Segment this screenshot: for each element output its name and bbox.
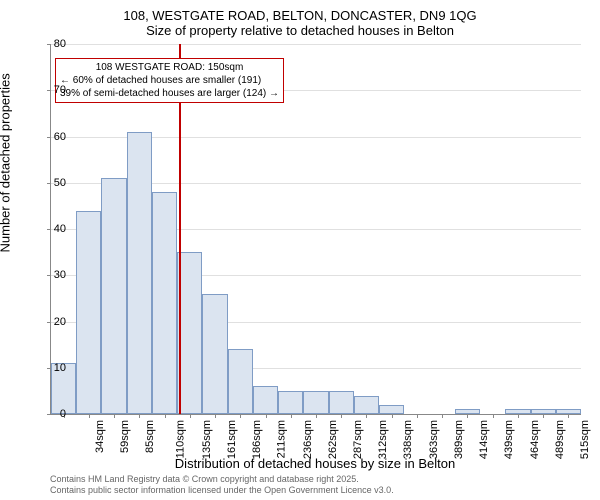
histogram-bar bbox=[177, 252, 202, 414]
x-tick-label: 363sqm bbox=[428, 420, 440, 459]
y-tick-label: 20 bbox=[26, 316, 66, 328]
annotation-box: 108 WESTGATE ROAD: 150sqm← 60% of detach… bbox=[55, 58, 284, 103]
chart-container: 108, WESTGATE ROAD, BELTON, DONCASTER, D… bbox=[0, 0, 600, 500]
x-tick-mark bbox=[114, 414, 115, 418]
y-tick-label: 50 bbox=[26, 177, 66, 189]
x-tick-mark bbox=[467, 414, 468, 418]
annotation-line-1: 108 WESTGATE ROAD: 150sqm bbox=[60, 61, 279, 74]
x-tick-label: 85sqm bbox=[144, 420, 156, 453]
y-tick-label: 0 bbox=[26, 408, 66, 420]
y-tick-label: 40 bbox=[26, 223, 66, 235]
x-tick-mark bbox=[89, 414, 90, 418]
y-tick-label: 10 bbox=[26, 362, 66, 374]
x-tick-mark bbox=[568, 414, 569, 418]
y-tick-label: 30 bbox=[26, 269, 66, 281]
x-tick-mark bbox=[392, 414, 393, 418]
x-tick-mark bbox=[366, 414, 367, 418]
x-axis-title: Distribution of detached houses by size … bbox=[50, 456, 580, 471]
histogram-bar bbox=[101, 178, 126, 414]
x-tick-mark bbox=[190, 414, 191, 418]
x-tick-mark bbox=[442, 414, 443, 418]
x-tick-label: 186sqm bbox=[251, 420, 263, 459]
plot-area: 34sqm59sqm85sqm110sqm135sqm161sqm186sqm2… bbox=[50, 44, 581, 415]
x-tick-label: 211sqm bbox=[276, 420, 288, 458]
x-tick-label: 338sqm bbox=[403, 420, 415, 459]
x-tick-label: 515sqm bbox=[579, 420, 591, 459]
x-tick-label: 110sqm bbox=[175, 420, 187, 458]
x-tick-mark bbox=[240, 414, 241, 418]
annotation-line-3: 39% of semi-detached houses are larger (… bbox=[60, 87, 279, 100]
x-tick-label: 439sqm bbox=[504, 420, 516, 459]
x-tick-mark bbox=[291, 414, 292, 418]
annotation-line-2: ← 60% of detached houses are smaller (19… bbox=[60, 74, 279, 87]
x-tick-mark bbox=[417, 414, 418, 418]
x-tick-label: 312sqm bbox=[377, 420, 389, 459]
title-line-2: Size of property relative to detached ho… bbox=[0, 23, 600, 38]
chart-title: 108, WESTGATE ROAD, BELTON, DONCASTER, D… bbox=[0, 0, 600, 38]
title-line-1: 108, WESTGATE ROAD, BELTON, DONCASTER, D… bbox=[0, 8, 600, 23]
footer-line-1: Contains HM Land Registry data © Crown c… bbox=[50, 474, 394, 485]
x-tick-label: 236sqm bbox=[302, 420, 314, 459]
x-tick-mark bbox=[341, 414, 342, 418]
y-axis-title: Number of detached properties bbox=[0, 223, 13, 253]
histogram-bar bbox=[202, 294, 227, 414]
x-tick-mark bbox=[139, 414, 140, 418]
histogram-bar bbox=[278, 391, 303, 414]
x-tick-mark bbox=[266, 414, 267, 418]
gridline bbox=[51, 44, 581, 45]
x-tick-mark bbox=[543, 414, 544, 418]
y-tick-label: 70 bbox=[26, 84, 66, 96]
histogram-bar bbox=[303, 391, 328, 414]
x-tick-mark bbox=[215, 414, 216, 418]
x-tick-label: 161sqm bbox=[226, 420, 238, 459]
x-tick-label: 262sqm bbox=[327, 420, 339, 459]
x-tick-mark bbox=[493, 414, 494, 418]
y-tick-label: 60 bbox=[26, 131, 66, 143]
x-tick-label: 34sqm bbox=[94, 420, 106, 453]
histogram-bar bbox=[76, 211, 101, 415]
x-tick-label: 414sqm bbox=[478, 420, 490, 459]
histogram-bar bbox=[354, 396, 379, 415]
histogram-bar bbox=[379, 405, 404, 414]
histogram-bar bbox=[127, 132, 152, 414]
x-tick-label: 287sqm bbox=[352, 420, 364, 459]
histogram-bar bbox=[152, 192, 177, 414]
y-tick-label: 80 bbox=[26, 38, 66, 50]
histogram-bar bbox=[329, 391, 354, 414]
x-tick-label: 59sqm bbox=[119, 420, 131, 453]
histogram-bar bbox=[253, 386, 278, 414]
x-tick-label: 489sqm bbox=[554, 420, 566, 459]
x-tick-mark bbox=[518, 414, 519, 418]
histogram-bar bbox=[228, 349, 253, 414]
x-tick-label: 464sqm bbox=[529, 420, 541, 459]
x-tick-mark bbox=[165, 414, 166, 418]
x-tick-label: 135sqm bbox=[201, 420, 213, 459]
footer-attribution: Contains HM Land Registry data © Crown c… bbox=[50, 474, 394, 496]
x-tick-label: 389sqm bbox=[453, 420, 465, 459]
footer-line-2: Contains public sector information licen… bbox=[50, 485, 394, 496]
x-tick-mark bbox=[316, 414, 317, 418]
